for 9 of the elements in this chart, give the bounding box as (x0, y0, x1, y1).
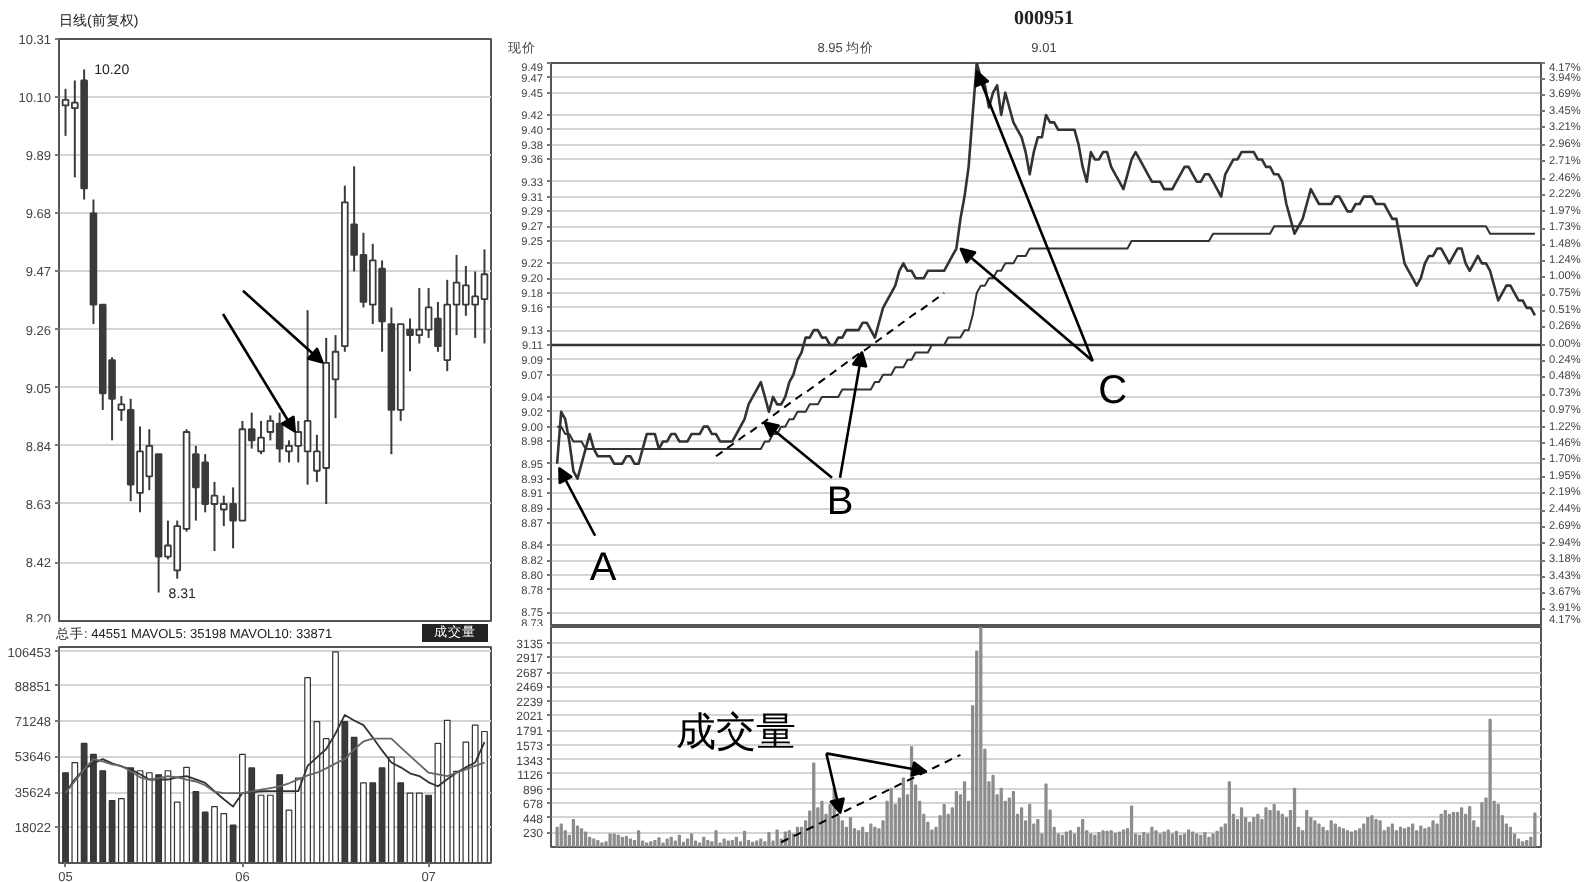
annotation: A (589, 545, 618, 590)
chart-title: 000951 (1014, 6, 1074, 34)
candlestick (266, 414, 275, 442)
line-series (715, 292, 946, 458)
line-series (780, 753, 962, 844)
annotation: C (1098, 369, 1128, 413)
line-series (64, 737, 486, 794)
annotation: B (826, 479, 854, 524)
annotation: 成交量 (676, 711, 797, 756)
